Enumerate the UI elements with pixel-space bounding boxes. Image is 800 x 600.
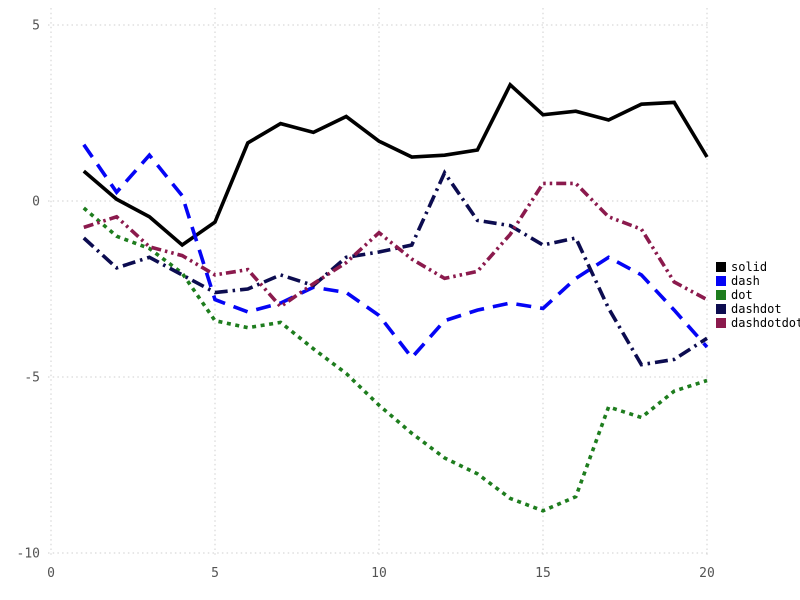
- legend-swatch-dashdot: [716, 304, 726, 314]
- legend-item-solid: solid: [716, 261, 800, 273]
- series-dash-line: [82, 143, 709, 361]
- legend-label-dash: dash: [731, 274, 760, 288]
- legend: solid dash dot dashdot dashdotdot: [716, 261, 800, 329]
- legend-swatch-dashdotdot: [716, 318, 726, 328]
- legend-item-dot: dot: [716, 289, 800, 301]
- legend-item-dash: dash: [716, 275, 800, 287]
- x-tick-label: 0: [47, 566, 55, 581]
- y-tick-label: -5: [24, 371, 40, 386]
- legend-swatch-dot: [716, 290, 726, 300]
- y-tick-label: 5: [32, 19, 40, 34]
- x-tick-label: 10: [371, 566, 387, 581]
- legend-label-solid: solid: [731, 260, 768, 274]
- series-dashdotdot-line: [83, 181, 708, 309]
- series-solid-line: [82, 81, 709, 248]
- x-tick-label: 15: [535, 566, 551, 581]
- legend-label-dot: dot: [731, 288, 753, 302]
- y-tick-label: 0: [32, 195, 40, 210]
- legend-swatch-dash: [716, 276, 726, 286]
- legend-item-dashdotdot: dashdotdot: [716, 317, 800, 329]
- legend-swatch-solid: [716, 262, 726, 272]
- legend-item-dashdot: dashdot: [716, 303, 800, 315]
- series-dashdot-line: [82, 169, 708, 367]
- x-tick-label: 20: [699, 566, 715, 581]
- legend-label-dashdot: dashdot: [731, 302, 782, 316]
- y-tick-label: -10: [17, 547, 40, 562]
- x-tick-label: 5: [211, 566, 219, 581]
- legend-label-dashdotdot: dashdotdot: [731, 316, 800, 330]
